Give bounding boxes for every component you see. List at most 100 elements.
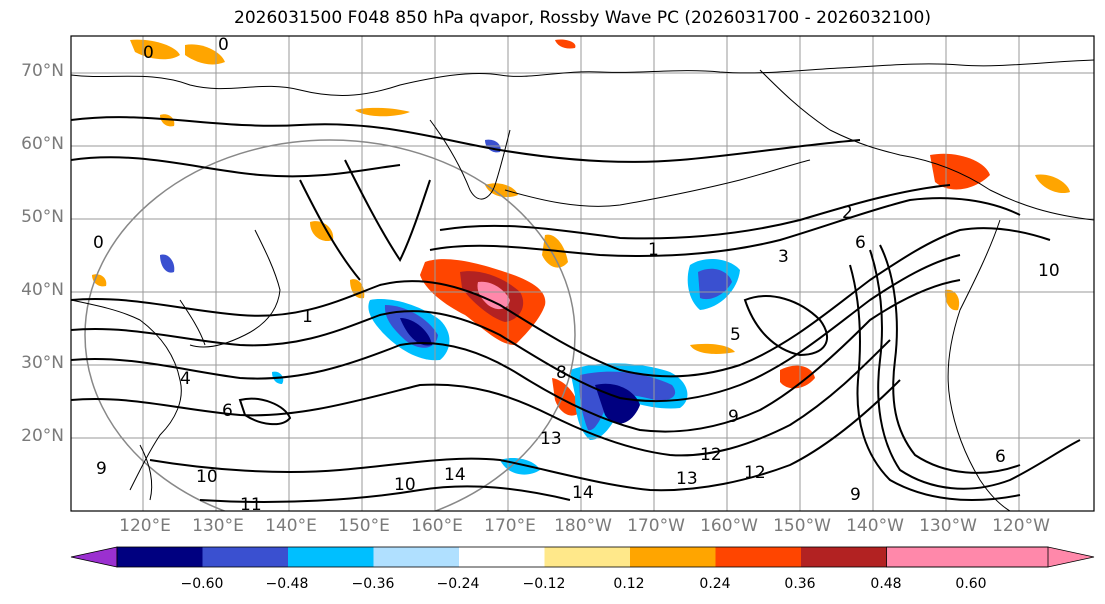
longitude-label: 180°W (554, 516, 612, 536)
contour-line (439, 184, 951, 240)
colorbar-tick-label: −0.36 (351, 576, 395, 592)
colorbar-frame (116, 546, 1049, 568)
longitude-label: 120°E (119, 516, 171, 536)
contour-line (238, 397, 292, 426)
positive-anomaly-patch (185, 44, 225, 65)
coastline-north-asia (71, 59, 1094, 96)
colorbar-tick-label: 0.60 (955, 576, 987, 592)
contour-line (849, 264, 1021, 501)
region-circle (84, 139, 576, 511)
contour-label: 1 (648, 240, 659, 260)
contour-label: 8 (556, 363, 567, 383)
positive-anomaly-patch (485, 183, 518, 198)
latitude-label: 20°N (21, 426, 64, 446)
contour-label: 13 (676, 469, 698, 489)
contour-line (879, 244, 1021, 474)
longitude-label: 160°E (411, 516, 463, 536)
colorbar-extend-min (70, 546, 118, 568)
colorbar-segment (117, 547, 203, 567)
longitude-label: 140°W (846, 516, 904, 536)
contour-label: 9 (728, 407, 739, 427)
colorbar-segment (202, 547, 288, 567)
colorbar-tick-label: −0.60 (180, 576, 224, 592)
contour-label: 2 (842, 203, 853, 223)
negative-anomaly-patch (160, 254, 175, 273)
colorbar-tick-label: −0.48 (265, 576, 309, 592)
contour-label: 3 (778, 247, 789, 267)
latitude-label: 40°N (21, 280, 64, 300)
colorbar-tick-label: −0.24 (436, 576, 480, 592)
coastline-japan (189, 229, 281, 348)
colorbar-tick-label: 0.12 (613, 576, 645, 592)
longitude-label: 130°E (192, 516, 244, 536)
colorbar-segment (459, 547, 545, 567)
contour-line (199, 485, 571, 503)
colorbar-segment (544, 547, 630, 567)
colorbar-tick-label: −0.12 (522, 576, 566, 592)
graticule (71, 36, 1094, 511)
positive-anomaly-patch (780, 365, 815, 389)
longitude-label: 120°W (992, 516, 1050, 536)
positive-anomaly-patch (310, 221, 334, 242)
contour-line (71, 254, 961, 403)
contour-label: 14 (444, 465, 466, 485)
positive-anomaly-patch (552, 378, 580, 416)
coastline-philippines (139, 444, 153, 501)
contour-line (71, 227, 1051, 378)
contour-label: 14 (572, 483, 594, 503)
contour-label: 9 (96, 459, 107, 479)
contour-label: 5 (730, 325, 741, 345)
contour-label: 6 (855, 233, 866, 253)
contour-label: 13 (540, 429, 562, 449)
latitude-label: 30°N (21, 353, 64, 373)
contour-line (344, 159, 431, 262)
colorbar-tick-label: 0.36 (784, 576, 816, 592)
contour-line (71, 116, 861, 163)
contour-label: 0 (218, 35, 229, 55)
contour-line (743, 295, 829, 357)
contour-label: 10 (394, 475, 416, 495)
longitude-label: 170°E (484, 516, 536, 536)
negative-anomaly-patch (400, 318, 432, 346)
contour-label: 4 (180, 369, 191, 389)
contour-line (869, 249, 1081, 490)
positive-anomaly-patch (160, 114, 175, 127)
colorbar-segment (715, 547, 801, 567)
colorbar-segment (630, 547, 716, 567)
contour-line (71, 279, 961, 433)
coastline-china (71, 299, 182, 491)
contour-line (429, 197, 1021, 258)
longitude-label: 170°W (627, 516, 685, 536)
colorbar-segment (801, 547, 887, 567)
contour-line (149, 379, 901, 492)
contour-label: 10 (1038, 261, 1060, 281)
map-title: 2026031500 F048 850 hPa qvapor, Rossby W… (234, 8, 931, 28)
colorbar-extend-max (886, 546, 1095, 568)
longitude-label: 160°W (700, 516, 758, 536)
coastlines (71, 59, 1094, 511)
positive-anomaly-patch (477, 281, 510, 310)
coastline-aleutians (504, 159, 811, 207)
coastline-kamchatka (429, 119, 511, 200)
longitude-label: 150°W (773, 516, 831, 536)
positive-anomaly-patch (1035, 174, 1070, 194)
contour-label: 6 (222, 401, 233, 421)
contour-label: 0 (93, 233, 104, 253)
contour-line (71, 339, 891, 457)
colorbar-segment (288, 547, 374, 567)
contour-labels: 0 0 0 1 1 2 3 4 5 6 6 6 8 9 9 9 10 10 11… (93, 35, 1060, 515)
positive-anomaly-patch (555, 39, 576, 49)
contour-label: 12 (700, 445, 722, 465)
contour-label: 6 (995, 447, 1006, 467)
latitude-label: 70°N (21, 61, 64, 81)
latitude-label: 60°N (21, 134, 64, 154)
positive-anomaly-patch (690, 343, 735, 354)
longitude-label: 140°E (265, 516, 317, 536)
positive-anomaly-patch (944, 289, 960, 311)
map-frame (70, 35, 1095, 512)
contour-label: 11 (240, 495, 262, 515)
positive-anomaly-patch (355, 107, 410, 117)
contour-label: 12 (744, 463, 766, 483)
longitude-label: 130°W (919, 516, 977, 536)
